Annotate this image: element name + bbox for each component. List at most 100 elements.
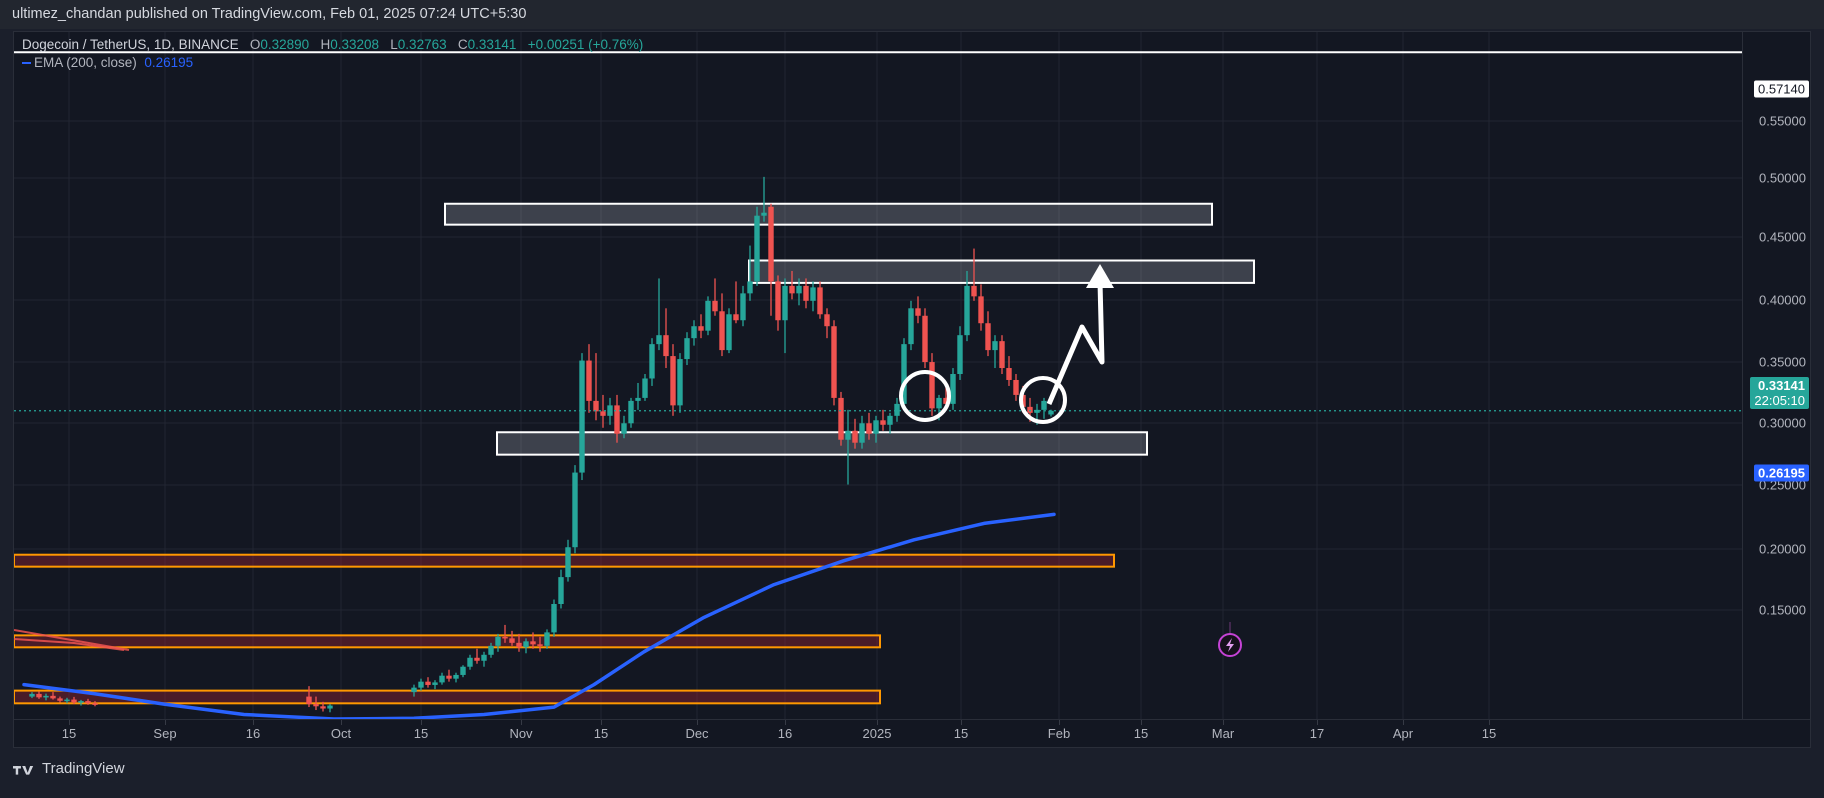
candle-body[interactable] <box>71 699 77 703</box>
candle-body[interactable] <box>1041 400 1047 410</box>
candle-body[interactable] <box>516 642 522 648</box>
candle-body[interactable] <box>649 344 655 379</box>
price-axis-badge-blue[interactable]: 0.26195 <box>1754 464 1809 482</box>
candle-body[interactable] <box>733 314 739 321</box>
candle-body[interactable] <box>789 285 795 294</box>
left-trendline-2[interactable] <box>14 629 130 651</box>
candle-body[interactable] <box>894 403 900 416</box>
orange-zone-2[interactable] <box>14 634 881 649</box>
candle-body[interactable] <box>929 362 935 409</box>
candle-body[interactable] <box>768 206 774 282</box>
candle-body[interactable] <box>880 420 886 425</box>
candle-body[interactable] <box>411 687 417 693</box>
candle-body[interactable] <box>488 645 494 655</box>
candle-body[interactable] <box>621 423 627 434</box>
candle-body[interactable] <box>50 695 56 699</box>
candle-body[interactable] <box>1034 409 1040 413</box>
candle-body[interactable] <box>92 703 98 705</box>
candle-body[interactable] <box>495 636 501 646</box>
candle-body[interactable] <box>1006 368 1012 380</box>
lightning-icon[interactable] <box>1226 638 1234 652</box>
candle-body[interactable] <box>670 356 676 406</box>
candle-body[interactable] <box>838 397 844 440</box>
candle-body[interactable] <box>537 644 543 646</box>
candle-body[interactable] <box>810 287 816 301</box>
candle-body[interactable] <box>978 296 984 324</box>
candle-body[interactable] <box>460 666 466 675</box>
candle-body[interactable] <box>327 705 333 709</box>
candle-body[interactable] <box>971 285 977 297</box>
candle-body[interactable] <box>509 638 515 643</box>
candle-body[interactable] <box>817 287 823 315</box>
candle-body[interactable] <box>719 311 725 351</box>
chart-plot-area[interactable] <box>14 32 1744 719</box>
candle-body[interactable] <box>656 335 662 345</box>
candle-body[interactable] <box>999 341 1005 369</box>
candle-body[interactable] <box>78 701 84 703</box>
retest-circle-2[interactable] <box>1019 376 1067 424</box>
candle-body[interactable] <box>558 577 564 605</box>
candle-body[interactable] <box>915 308 921 316</box>
candle-body[interactable] <box>1013 379 1019 395</box>
candle-body[interactable] <box>565 547 571 578</box>
candle-body[interactable] <box>551 604 557 633</box>
price-axis-badge-green[interactable]: 0.33141 22:05:10 <box>1750 377 1809 409</box>
candle-body[interactable] <box>873 420 879 434</box>
candle-body[interactable] <box>852 430 858 443</box>
candle-body[interactable] <box>922 315 928 363</box>
candle-body[interactable] <box>964 285 970 336</box>
candle-body[interactable] <box>439 675 445 683</box>
candle-body[interactable] <box>985 323 991 351</box>
legend-symbol[interactable]: Dogecoin / TetherUS, 1D, BINANCE <box>22 37 239 52</box>
candle-body[interactable] <box>642 378 648 398</box>
candle-body[interactable] <box>796 285 802 294</box>
candle-body[interactable] <box>579 360 585 473</box>
candle-body[interactable] <box>481 654 487 661</box>
candle-body[interactable] <box>600 411 606 416</box>
candle-body[interactable] <box>446 675 452 679</box>
candle-body[interactable] <box>740 293 746 321</box>
candle-body[interactable] <box>747 281 753 294</box>
retest-circle-1[interactable] <box>899 370 951 422</box>
candle-body[interactable] <box>908 308 914 345</box>
candle-body[interactable] <box>950 374 956 404</box>
candle-body[interactable] <box>775 281 781 321</box>
supply-zone-upper[interactable] <box>444 202 1213 226</box>
candle-body[interactable] <box>698 326 704 331</box>
candle-body[interactable] <box>824 314 830 327</box>
candle-body[interactable] <box>635 397 641 401</box>
candle-body[interactable] <box>712 300 718 312</box>
orange-zone-3[interactable] <box>14 689 881 705</box>
candle-body[interactable] <box>432 682 438 685</box>
candle-body[interactable] <box>901 344 907 404</box>
candle-body[interactable] <box>614 405 620 434</box>
candle-body[interactable] <box>85 701 91 704</box>
left-trendline[interactable] <box>14 638 125 651</box>
candle-body[interactable] <box>313 704 319 707</box>
candle-body[interactable] <box>306 696 312 705</box>
candle-body[interactable] <box>64 699 70 702</box>
candle-body[interactable] <box>593 400 599 412</box>
candle-body[interactable] <box>502 636 508 639</box>
candle-body[interactable] <box>453 674 459 679</box>
candle-body[interactable] <box>57 698 63 701</box>
candle-body[interactable] <box>36 693 42 698</box>
price-axis-badge-white[interactable]: 0.57140 <box>1754 80 1809 98</box>
candle-body[interactable] <box>467 657 473 667</box>
candle-body[interactable] <box>957 335 963 375</box>
time-axis[interactable]: 15 Sep 16 Oct 15 Nov 15 Dec 16 2025 15 Feb 15 Mar 17 Ap… <box>14 719 1810 747</box>
candle-body[interactable] <box>474 657 480 661</box>
candle-body[interactable] <box>586 360 592 401</box>
candle-body[interactable] <box>726 314 732 351</box>
candle-body[interactable] <box>663 335 669 357</box>
candle-body[interactable] <box>523 641 529 648</box>
candle-body[interactable] <box>705 300 711 331</box>
price-axis[interactable]: 0.55000 0.50000 0.45000 0.40000 0.35000 0.300… <box>1742 32 1810 719</box>
candle-body[interactable] <box>425 681 431 685</box>
ema-200-line[interactable] <box>22 512 1056 719</box>
candle-body[interactable] <box>530 641 536 645</box>
candle-body[interactable] <box>887 415 893 425</box>
candle-body[interactable] <box>1027 406 1033 413</box>
candle-body[interactable] <box>803 285 809 301</box>
candle-body[interactable] <box>684 338 690 360</box>
